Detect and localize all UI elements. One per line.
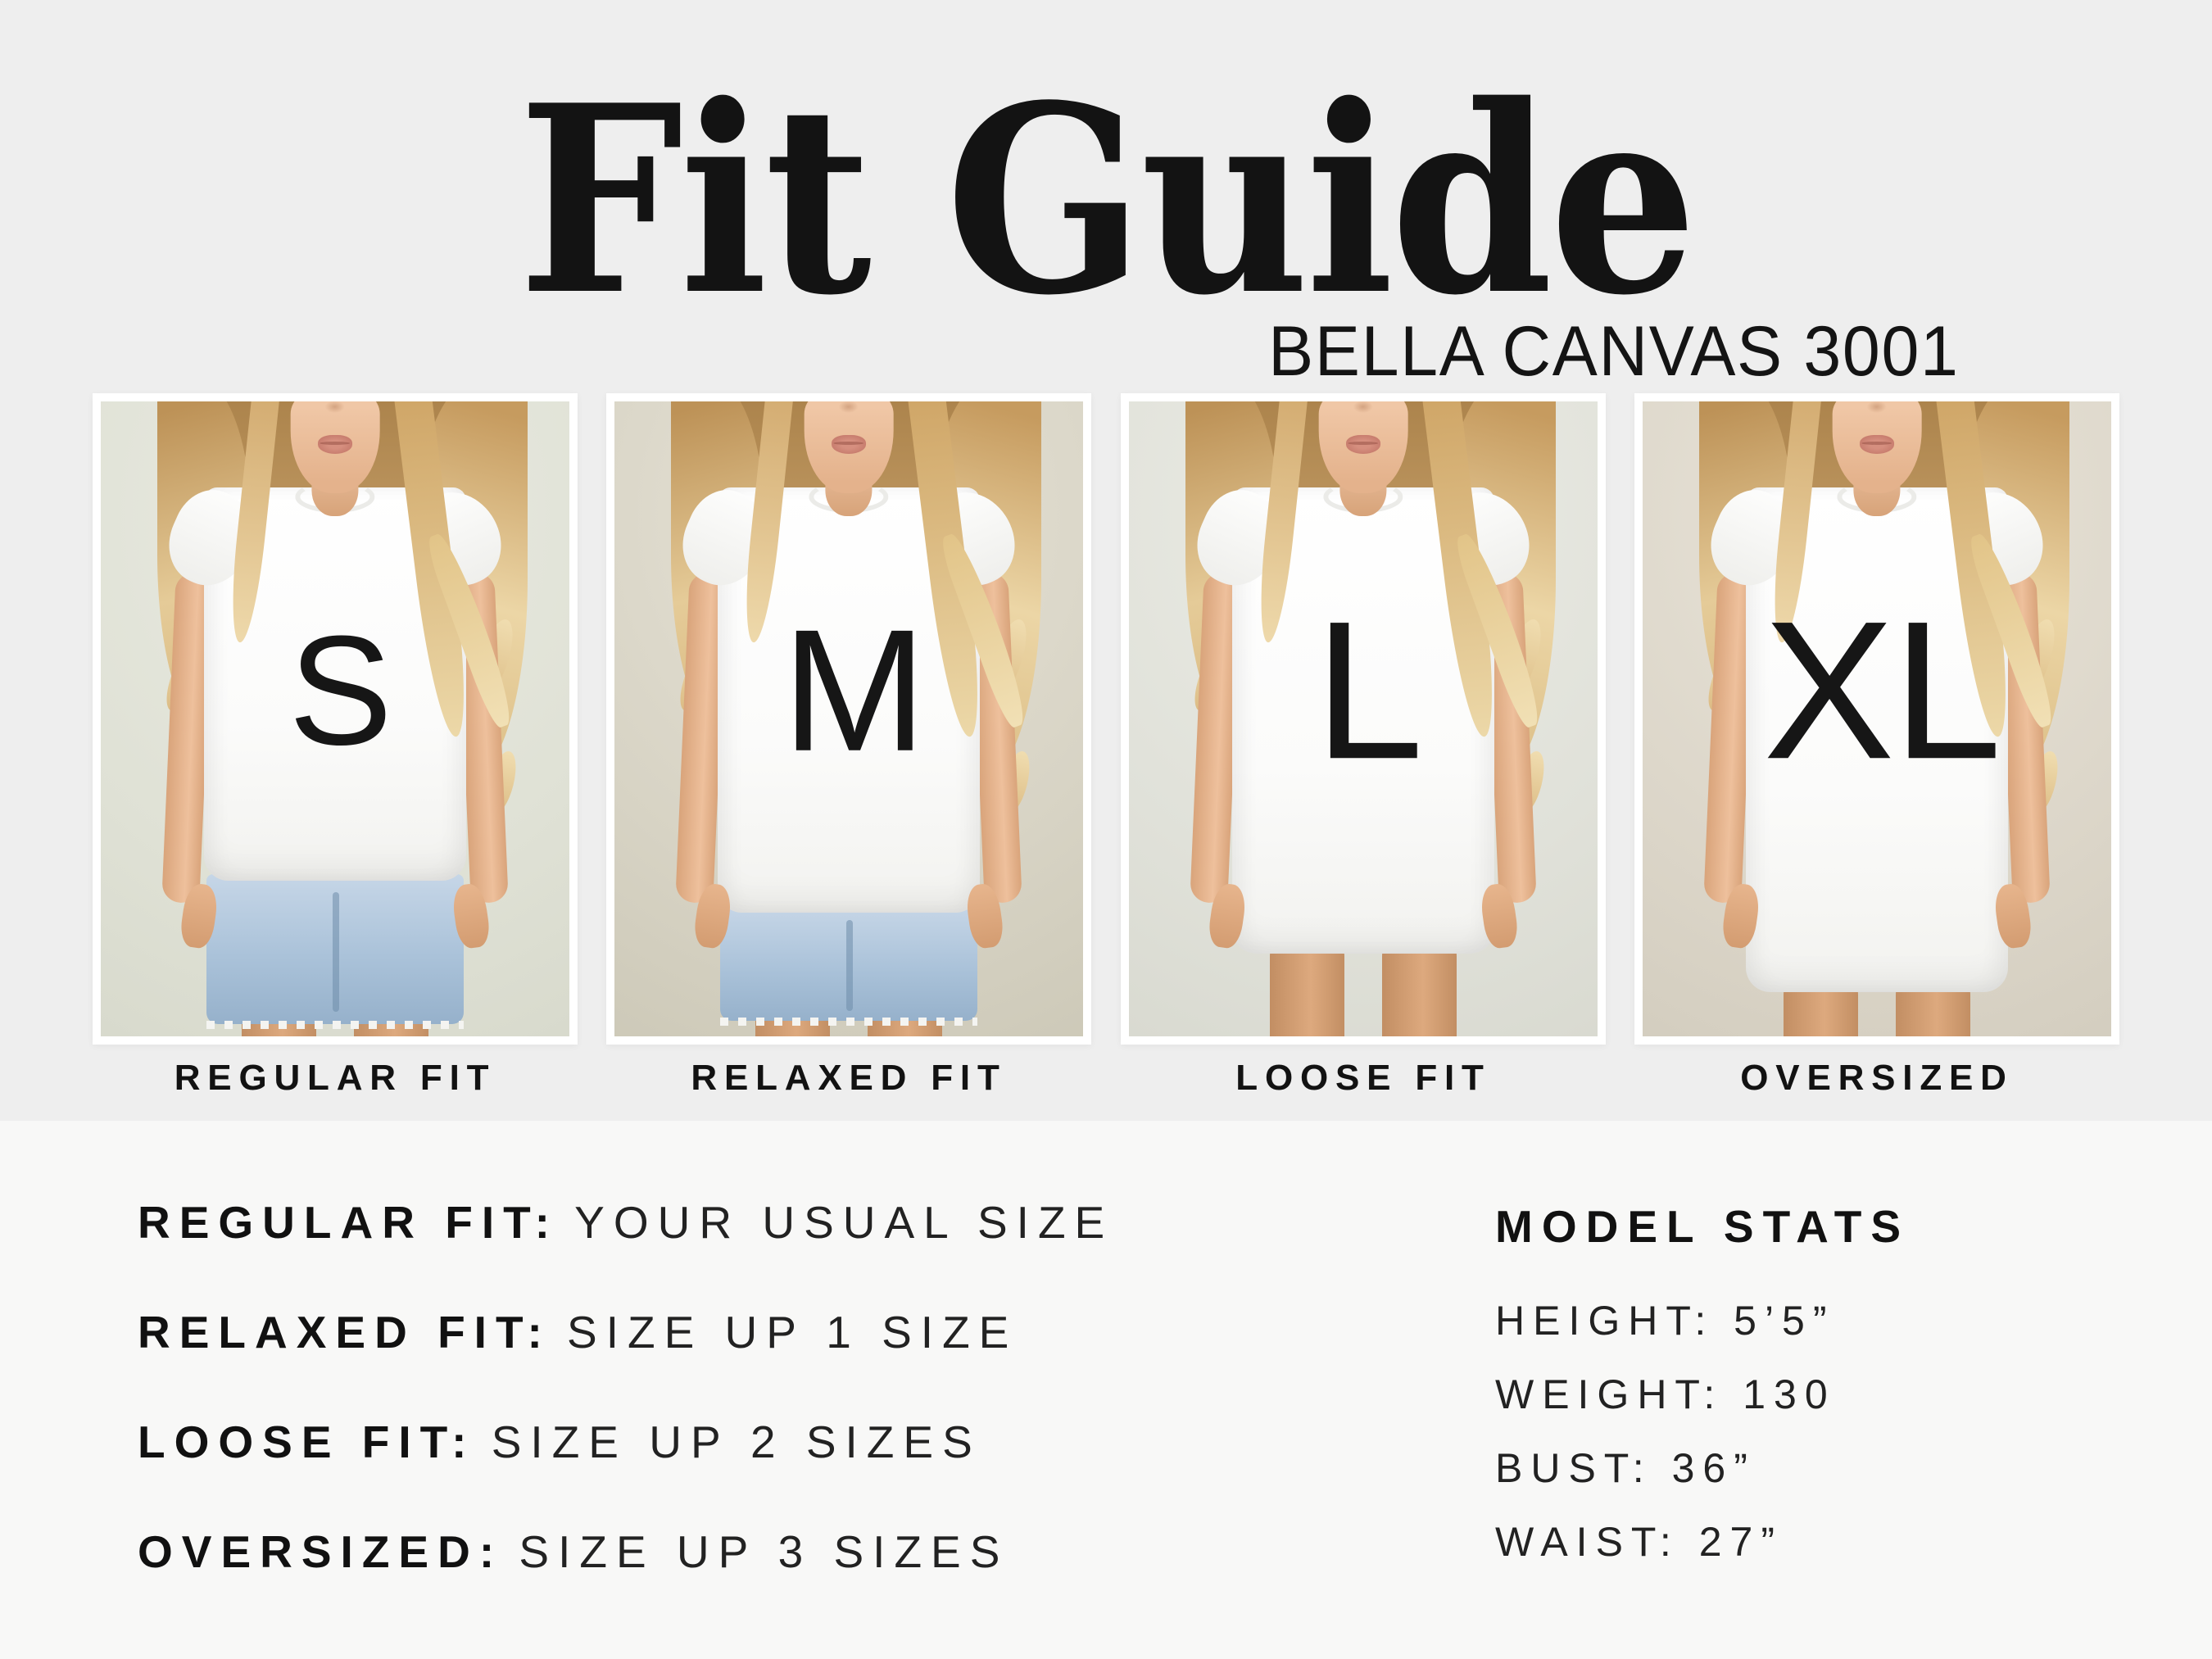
lips-icon xyxy=(318,435,352,454)
fit-note-label: RELAXED FIT: xyxy=(138,1307,551,1358)
lips-icon xyxy=(833,442,864,446)
nose-icon xyxy=(1867,401,1887,413)
bottom-section-background xyxy=(0,1121,2212,1659)
fit-label: RELAXED FIT xyxy=(691,1058,1007,1098)
fit-note-label: OVERSIZED: xyxy=(138,1526,504,1577)
page-subtitle: BELLA CANVAS 3001 xyxy=(1268,312,1960,391)
fit-note-label: LOOSE FIT: xyxy=(138,1416,476,1467)
page-title: Fit Guide xyxy=(518,49,1698,352)
fit-panel-regular: S REGULAR FIT xyxy=(93,393,578,1099)
photo-frame: S xyxy=(93,393,578,1045)
size-letter: XL xyxy=(1763,579,2001,800)
model-face xyxy=(290,401,380,494)
model-stat-waist: WAIST: 27” xyxy=(1495,1519,1783,1565)
model-stats-heading: MODEL STATS xyxy=(1495,1201,1910,1252)
model-stat-bust: BUST: 36” xyxy=(1495,1445,1756,1491)
denim-shorts xyxy=(206,874,465,1029)
model-stat-weight: WEIGHT: 130 xyxy=(1495,1371,1836,1417)
photo-frame: M xyxy=(606,393,1091,1045)
fit-panel-oversized: XL OVERSIZED xyxy=(1634,393,2119,1099)
fit-note-value: YOUR USUAL SIZE xyxy=(574,1197,1114,1248)
fit-label: OVERSIZED xyxy=(1740,1058,2014,1098)
fit-label: REGULAR FIT xyxy=(174,1058,496,1098)
lips-icon xyxy=(320,442,351,446)
size-letter: L xyxy=(1314,579,1423,800)
lips-icon xyxy=(1860,435,1894,454)
lips-icon xyxy=(1348,442,1379,446)
fit-note-loose: LOOSE FIT: SIZE UP 2 SIZES xyxy=(138,1420,981,1465)
lips-icon xyxy=(1861,442,1892,446)
model-photo: S xyxy=(101,401,569,1036)
nose-icon xyxy=(325,401,345,413)
model-face xyxy=(1832,401,1922,494)
fit-note-value: SIZE UP 2 SIZES xyxy=(491,1416,981,1467)
model-face xyxy=(1318,401,1408,494)
fit-note-relaxed: RELAXED FIT: SIZE UP 1 SIZE xyxy=(138,1310,1018,1355)
photo-frame: XL xyxy=(1634,393,2119,1045)
photo-frame: L xyxy=(1121,393,1606,1045)
size-letter: M xyxy=(782,592,927,787)
model-stat-height: HEIGHT: 5’5” xyxy=(1495,1298,1835,1344)
fit-panel-loose: L LOOSE FIT xyxy=(1121,393,1606,1099)
lips-icon xyxy=(1346,435,1380,454)
nose-icon xyxy=(1353,401,1373,413)
fit-panel-relaxed: M RELAXED FIT xyxy=(606,393,1091,1099)
size-letter: S xyxy=(288,603,392,777)
model-photo: XL xyxy=(1643,401,2111,1036)
fit-note-value: SIZE UP 1 SIZE xyxy=(567,1307,1018,1358)
fit-note-value: SIZE UP 3 SIZES xyxy=(519,1526,1009,1577)
denim-shorts xyxy=(719,906,978,1026)
model-photo: M xyxy=(614,401,1083,1036)
fit-note-oversized: OVERSIZED: SIZE UP 3 SIZES xyxy=(138,1530,1009,1575)
lips-icon xyxy=(832,435,866,454)
model-face xyxy=(804,401,894,494)
fit-note-label: REGULAR FIT: xyxy=(138,1197,559,1248)
nose-icon xyxy=(839,401,859,413)
fit-note-regular: REGULAR FIT: YOUR USUAL SIZE xyxy=(138,1200,1113,1245)
model-photo: L xyxy=(1129,401,1598,1036)
fit-label: LOOSE FIT xyxy=(1235,1058,1491,1098)
